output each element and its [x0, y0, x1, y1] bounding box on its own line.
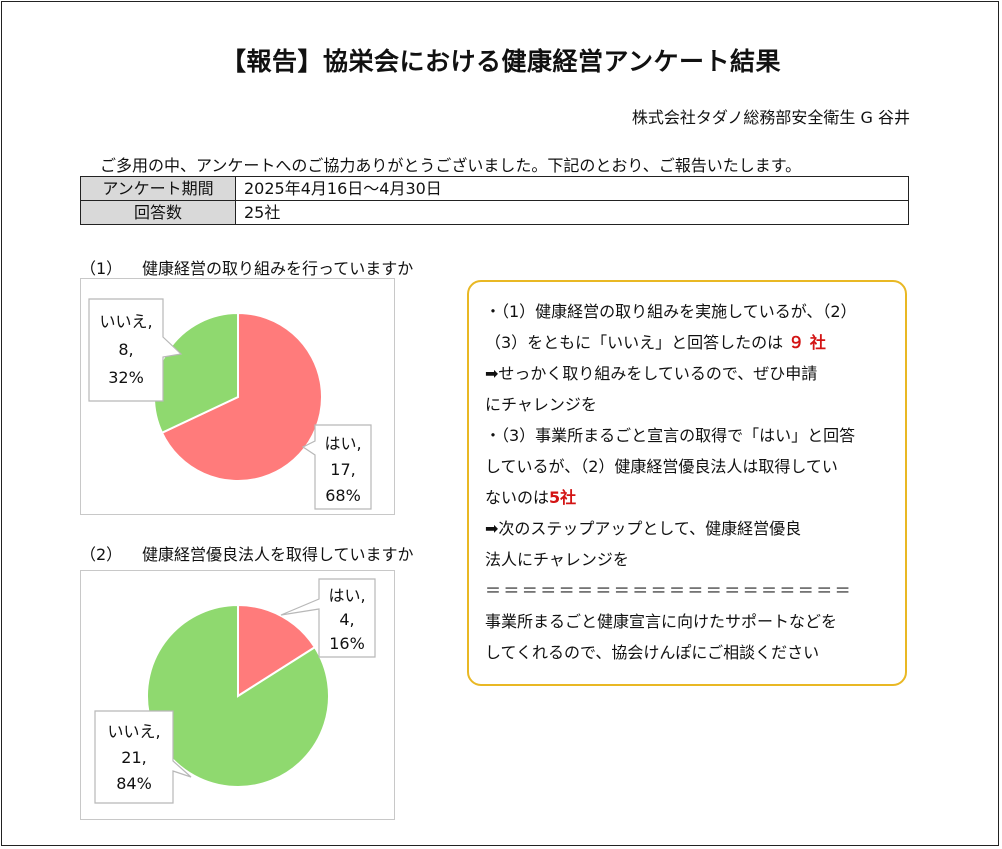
pie-chart-2: はい, 4, 16% いいえ, 21, 84%: [80, 570, 395, 820]
intro-text: ご多用の中、アンケートへのご協力ありがとうございました。下記のとおり、ご報告いた…: [100, 156, 802, 175]
callout-yes-name: はい,: [328, 586, 365, 605]
note-line: してくれるので、協会けんぽにご相談ください: [485, 643, 820, 662]
table-row: アンケート期間 2025年4月16日～4月30日: [80, 176, 909, 201]
question-1: （1） 健康経営の取り組みを行っていますか: [80, 255, 413, 279]
callout-no-name: いいえ,: [107, 722, 160, 741]
pie-slice-yes: [237, 603, 317, 698]
question-2-text: 健康経営優良法人を取得していますか: [142, 545, 414, 564]
note-line: にチャレンジを: [485, 395, 597, 414]
callout-yes-percent: 68%: [325, 486, 361, 505]
note-text: （3）をともに「いいえ」と回答したのは: [485, 333, 784, 352]
callout-yes-name: はい,: [324, 434, 361, 453]
period-label: アンケート期間: [80, 176, 236, 201]
note-line: 法人にチャレンジを: [485, 550, 629, 569]
callout-no-percent: 32%: [108, 368, 144, 387]
callout-yes-count: 17,: [330, 460, 355, 479]
question-1-text: 健康経営の取り組みを行っていますか: [142, 259, 414, 278]
responses-label: 回答数: [80, 200, 236, 225]
callout-no-count: 8,: [118, 340, 133, 359]
note-line: しているが、（2）健康経営優良法人は取得してい: [485, 457, 838, 476]
callout-no-percent: 84%: [116, 774, 152, 793]
note-line: ないのは5社: [485, 482, 891, 513]
summary-note-box: ・（1）健康経営の取り組みを実施しているが、（2） （3）をともに「いいえ」と回…: [467, 280, 907, 686]
callout-yes-count: 4,: [339, 610, 354, 629]
note-line: （3）をともに「いいえ」と回答したのは ９ 社: [485, 327, 891, 358]
note-line: ➡せっかく取り組みをしているので、ぜひ申請: [485, 364, 818, 383]
question-2-number: （2）: [80, 545, 123, 564]
author-line: 株式会社タダノ総務部安全衛生 G 谷井: [631, 108, 910, 127]
period-value: 2025年4月16日～4月30日: [235, 176, 909, 201]
callout-yes-percent: 16%: [329, 634, 365, 653]
question-1-number: （1）: [80, 259, 123, 278]
note-line: 事業所まるごと健康宣言に向けたサポートなどを: [485, 612, 838, 631]
pie-chart-1: いいえ, 8, 32% はい, 17, 68%: [80, 278, 395, 515]
table-row: 回答数 25社: [80, 200, 909, 225]
note-line: ・（3）事業所まるごと宣言の取得で「はい」と回答: [485, 426, 856, 445]
survey-info-table: アンケート期間 2025年4月16日～4月30日 回答数 25社: [80, 176, 909, 225]
pie-slice-yes: [160, 311, 323, 482]
note-line: ➡次のステップアップとして、健康経営優良: [485, 519, 802, 538]
callout-no-count: 21,: [121, 748, 146, 767]
question-2: （2） 健康経営優良法人を取得していますか: [80, 541, 414, 565]
callout-no-box: [94, 710, 192, 804]
responses-value: 25社: [235, 200, 909, 225]
page-title: 【報告】協栄会における健康経営アンケート結果: [220, 47, 781, 76]
pie-chart-1-svg: いいえ, 8, 32% はい, 17, 68%: [88, 298, 372, 510]
note-highlight-count: 5社: [549, 488, 577, 507]
callout-no-name: いいえ,: [99, 312, 152, 331]
callout-no-box: [88, 298, 183, 402]
callout-yes-box: [301, 424, 372, 510]
pie-chart-2-svg: はい, 4, 16% いいえ, 21, 84%: [94, 578, 376, 804]
note-line: ・（1）健康経営の取り組みを実施しているが、（2）: [485, 302, 857, 321]
callout-yes-box: [280, 578, 376, 658]
note-text: ないのは: [485, 488, 550, 507]
pie-slice-no: [146, 603, 330, 788]
note-highlight-count: ９ 社: [788, 333, 826, 352]
note-separator: ＝＝＝＝＝＝＝＝＝＝＝＝＝＝＝＝＝＝＝＝: [485, 581, 854, 600]
